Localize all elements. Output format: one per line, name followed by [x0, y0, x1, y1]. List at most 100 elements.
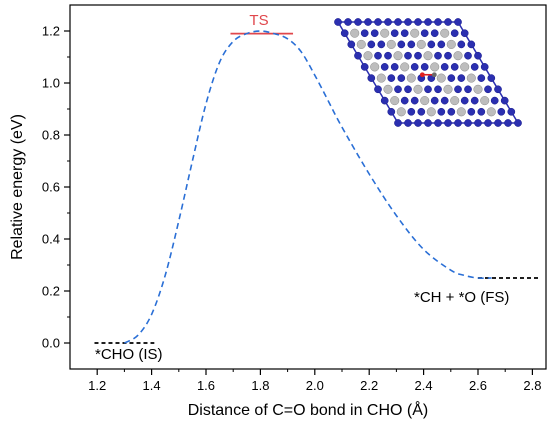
- slab-atom: [384, 51, 392, 60]
- x-tick-label: 1.8: [251, 378, 269, 393]
- slab-atom: [400, 96, 409, 105]
- slab-atom: [494, 119, 502, 127]
- slab-atom: [434, 18, 442, 26]
- slab-atom: [420, 63, 429, 71]
- slab-atom: [430, 96, 439, 105]
- x-tick-label: 1.6: [197, 378, 215, 393]
- slab-atom: [450, 96, 460, 106]
- slab-atom: [477, 74, 486, 82]
- slab-atom: [407, 107, 416, 116]
- slab-atom: [380, 28, 390, 38]
- slab-atom: [450, 29, 459, 38]
- adsorbate-atom: [431, 72, 437, 78]
- slab-atom: [460, 96, 469, 105]
- slab-atom: [464, 85, 472, 94]
- slab-atom: [407, 40, 416, 49]
- slab-atom: [374, 85, 382, 94]
- slab-atom: [467, 40, 476, 49]
- slab-atom: [390, 96, 400, 106]
- x-axis-label: Distance of C=O bond in CHO (Å): [188, 400, 429, 419]
- slab-atom: [450, 63, 459, 71]
- slab-atom: [414, 18, 422, 26]
- slab-atom: [437, 107, 446, 116]
- slab-atom: [383, 84, 393, 94]
- y-tick-label: 0.2: [42, 284, 60, 299]
- y-tick-label: 1.2: [42, 24, 60, 39]
- x-tick-label: 2.2: [360, 378, 378, 393]
- slab-atom: [406, 73, 416, 83]
- slab-atom: [356, 39, 366, 49]
- slab-atom: [426, 107, 436, 117]
- slab-atom: [464, 51, 472, 60]
- slab-atom: [367, 74, 376, 82]
- slab-atom: [376, 73, 386, 83]
- slab-atom: [424, 18, 432, 26]
- slab-atom: [480, 63, 489, 71]
- slab-atom: [414, 51, 422, 60]
- slab-atom: [436, 73, 446, 83]
- slab-atom: [384, 18, 392, 26]
- y-tick-label: 0.6: [42, 180, 60, 195]
- slab-atom: [374, 18, 382, 26]
- slab-atom: [417, 107, 426, 116]
- slab-atom: [490, 96, 499, 105]
- slab-atom: [396, 107, 406, 117]
- catalyst-slab-structure-icon: [334, 18, 522, 127]
- slab-atom: [364, 18, 372, 26]
- slab-atom: [394, 18, 402, 26]
- slab-atom: [454, 18, 462, 26]
- slab-atom: [434, 119, 442, 127]
- slab-atom: [466, 73, 476, 83]
- slab-atom: [413, 84, 423, 94]
- slab-atom: [453, 51, 463, 61]
- slab-atom: [414, 119, 422, 127]
- slab-atom: [504, 119, 512, 127]
- slab-atom: [494, 85, 502, 94]
- slab-atom: [473, 84, 483, 94]
- x-tick-label: 2.4: [415, 378, 433, 393]
- slab-atom: [420, 29, 429, 38]
- slab-atom: [397, 40, 406, 49]
- slab-atom: [377, 40, 386, 49]
- slab-atom: [446, 39, 456, 49]
- x-tick-label: 2.8: [523, 378, 541, 393]
- slab-atom: [400, 62, 410, 72]
- slab-atom: [360, 63, 369, 71]
- slab-atom: [434, 85, 442, 94]
- slab-atom: [410, 28, 420, 38]
- slab-atom: [404, 85, 412, 94]
- slab-atom: [387, 107, 396, 116]
- slab-atom: [390, 29, 399, 38]
- slab-atom: [460, 62, 470, 72]
- slab-atom: [484, 85, 492, 94]
- slab-atom: [500, 96, 509, 105]
- slab-atom: [354, 51, 362, 60]
- slab-atom: [470, 63, 479, 71]
- slab-atom: [464, 119, 472, 127]
- slab-atom: [410, 96, 419, 105]
- slab-atom: [454, 119, 462, 127]
- slab-atom: [344, 18, 352, 26]
- slab-atom: [370, 29, 379, 38]
- level-label-ts: TS: [249, 12, 268, 29]
- slab-atom: [380, 63, 389, 71]
- slab-atom: [440, 96, 449, 105]
- slab-atom: [440, 63, 449, 71]
- slab-atom: [444, 51, 452, 60]
- slab-atom: [486, 107, 496, 117]
- slab-atom: [374, 51, 382, 60]
- slab-atom: [404, 51, 412, 60]
- slab-atom: [437, 40, 446, 49]
- slab-atom: [457, 40, 466, 49]
- x-tick-label: 2.6: [469, 378, 487, 393]
- slab-atom: [380, 96, 389, 105]
- slab-atom: [334, 18, 342, 26]
- slab-atom: [507, 107, 516, 116]
- slab-atom: [474, 51, 482, 60]
- slab-atom: [514, 119, 522, 127]
- slab-atom: [350, 28, 360, 38]
- slab-atom: [444, 18, 452, 26]
- y-tick-label: 1.0: [42, 76, 60, 91]
- slab-atom: [390, 63, 399, 71]
